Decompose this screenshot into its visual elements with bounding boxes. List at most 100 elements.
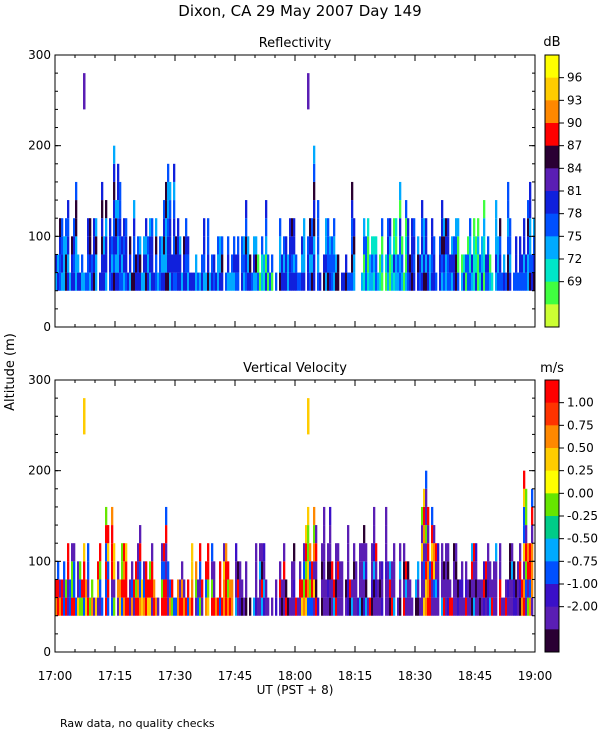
data-cell	[495, 543, 498, 562]
data-cell	[527, 254, 530, 273]
data-cell	[57, 272, 60, 291]
data-cell	[281, 579, 284, 598]
data-cell	[125, 254, 128, 273]
data-cell	[427, 561, 430, 580]
data-cell	[483, 272, 486, 291]
data-cell	[151, 561, 154, 580]
data-cell	[441, 543, 444, 562]
y-axis-label: Altitude (m)	[3, 333, 18, 411]
data-cell	[475, 561, 478, 580]
data-cell	[197, 579, 200, 598]
data-cell	[255, 543, 258, 562]
data-cell	[451, 597, 454, 616]
data-cell	[331, 272, 334, 291]
data-cell	[515, 272, 518, 291]
data-cell	[377, 272, 380, 291]
data-cell	[219, 597, 222, 616]
data-cell	[241, 236, 244, 255]
data-cell	[207, 236, 210, 255]
data-cell	[153, 579, 156, 598]
data-cell	[135, 561, 138, 580]
data-cell	[293, 543, 296, 562]
data-cell	[477, 254, 480, 273]
data-cell	[117, 181, 120, 201]
data-cell	[475, 272, 478, 291]
data-cell	[175, 254, 178, 273]
data-cell	[447, 561, 450, 580]
data-cell	[405, 236, 408, 255]
data-cell	[309, 597, 312, 616]
data-cell	[265, 254, 268, 273]
data-cell	[215, 597, 218, 616]
data-cell	[93, 218, 96, 237]
data-cell	[275, 579, 278, 598]
data-cell	[405, 561, 408, 580]
data-cell	[165, 200, 168, 219]
data-cell	[477, 597, 480, 616]
data-cell	[489, 579, 492, 598]
data-cell	[181, 561, 184, 580]
data-cell	[495, 561, 498, 580]
data-cell	[439, 272, 442, 291]
reflectivity-data	[55, 73, 536, 291]
data-cell	[463, 254, 466, 273]
data-cell	[213, 254, 216, 273]
data-cell	[405, 254, 408, 273]
data-cell	[217, 254, 220, 273]
data-cell	[519, 561, 522, 580]
data-cell	[87, 218, 90, 237]
data-cell	[445, 272, 448, 291]
data-cell	[509, 561, 512, 580]
data-cell	[137, 561, 140, 580]
data-cell	[97, 579, 100, 598]
data-cell	[185, 254, 188, 273]
data-cell	[425, 254, 428, 273]
data-cell	[337, 254, 340, 273]
data-cell	[61, 597, 64, 616]
data-cell	[337, 579, 340, 598]
data-cell	[125, 236, 128, 255]
high-echo	[307, 73, 310, 110]
data-cell	[475, 543, 478, 562]
data-cell	[425, 597, 428, 616]
data-cell	[389, 218, 392, 237]
data-cell	[463, 597, 466, 616]
data-cell	[461, 579, 464, 598]
data-cell	[425, 525, 428, 544]
data-cell	[91, 272, 94, 291]
data-cell	[153, 597, 156, 616]
data-cell	[143, 236, 146, 255]
data-cell	[167, 597, 170, 616]
data-cell	[355, 561, 358, 580]
data-cell	[349, 272, 352, 291]
data-cell	[245, 272, 248, 291]
data-cell	[401, 272, 404, 291]
data-cell	[311, 236, 314, 255]
data-cell	[171, 597, 174, 616]
data-cell	[353, 561, 356, 580]
data-cell	[313, 525, 316, 544]
data-cell	[223, 579, 226, 598]
data-cell	[365, 579, 368, 598]
data-cell	[313, 181, 316, 201]
data-cell	[133, 200, 136, 219]
data-cell	[423, 525, 426, 544]
data-cell	[451, 254, 454, 273]
data-cell	[185, 236, 188, 255]
data-cell	[487, 561, 490, 580]
data-cell	[177, 597, 180, 616]
data-cell	[385, 254, 388, 273]
data-cell	[227, 597, 230, 616]
data-cell	[283, 579, 286, 598]
data-cell	[399, 200, 402, 219]
data-cell	[65, 254, 68, 273]
data-cell	[325, 272, 328, 291]
data-cell	[453, 561, 456, 580]
data-cell	[207, 254, 210, 273]
data-cell	[303, 254, 306, 273]
data-cell	[175, 272, 178, 291]
data-cell	[515, 579, 518, 598]
data-cell	[133, 597, 136, 616]
data-cell	[143, 272, 146, 291]
data-cell	[351, 272, 354, 291]
